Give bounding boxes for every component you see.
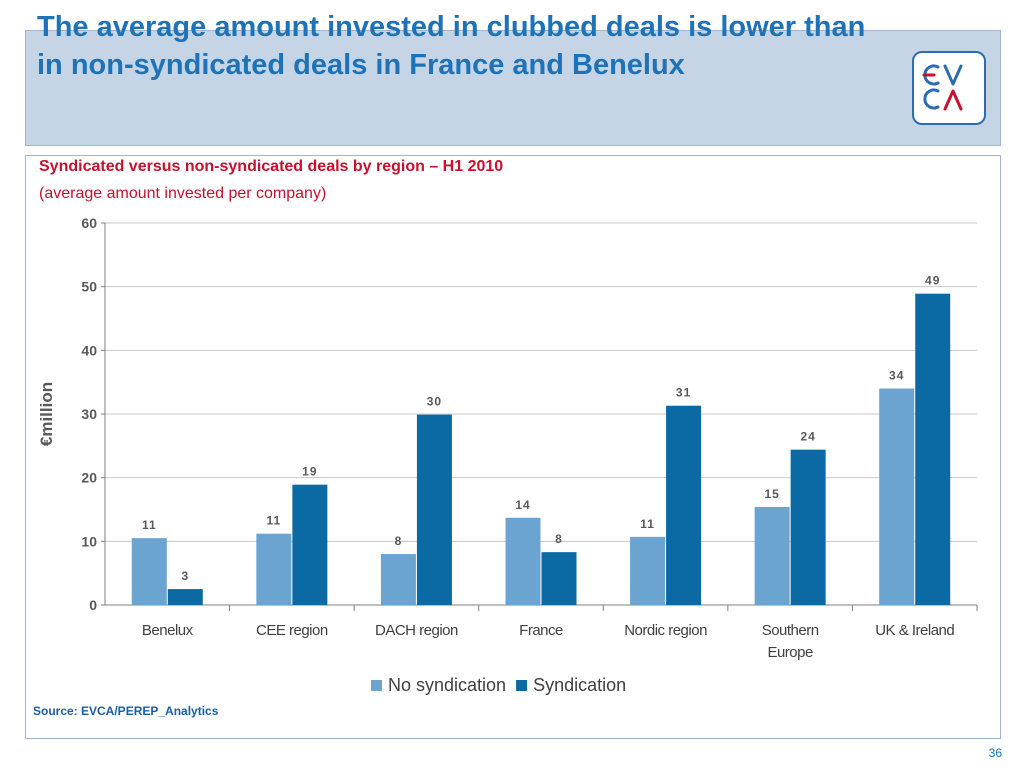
data-label: 11 <box>267 514 282 528</box>
chart-title: Syndicated versus non-syndicated deals b… <box>39 158 504 175</box>
y-tick-label: 20 <box>81 470 97 486</box>
page-number: 36 <box>988 746 1002 760</box>
legend-label: No syndication <box>388 675 506 695</box>
bar-no-syndication <box>380 554 416 605</box>
data-label: 8 <box>555 532 563 546</box>
data-label: 3 <box>181 569 189 583</box>
data-label: 24 <box>800 430 815 444</box>
source-note: Source: EVCA/PEREP_Analytics <box>33 704 219 718</box>
data-label: 49 <box>925 274 940 288</box>
x-tick-label: Benelux <box>142 622 194 639</box>
slide-title: The average amount invested in clubbed d… <box>37 11 866 81</box>
y-tick-label: 30 <box>81 406 97 422</box>
data-label: 15 <box>764 487 779 501</box>
y-tick-label: 0 <box>89 597 97 613</box>
legend-swatch <box>371 680 382 691</box>
legend-swatch <box>516 680 528 691</box>
x-tick-label: Southern <box>762 622 819 639</box>
evca-logo-mark <box>922 64 963 111</box>
x-tick-label: France <box>519 622 563 639</box>
x-tick-label: DACH region <box>375 622 458 639</box>
y-axis-label: €million <box>37 382 56 446</box>
bar-no-syndication <box>754 506 790 605</box>
data-label: 11 <box>142 518 157 532</box>
y-tick-label: 60 <box>81 215 97 231</box>
bar-no-syndication <box>131 538 167 605</box>
y-tick-label: 40 <box>81 342 97 358</box>
bar-no-syndication <box>630 536 666 605</box>
chart-panel <box>25 155 1001 739</box>
bar-syndication <box>915 293 951 605</box>
bar-no-syndication <box>879 388 915 605</box>
bar-no-syndication <box>256 533 292 605</box>
x-tick-label: Nordic region <box>624 622 707 639</box>
data-label: 30 <box>427 395 442 409</box>
y-tick-label: 10 <box>81 533 97 549</box>
y-tick-label: 50 <box>81 279 97 295</box>
data-label: 11 <box>640 517 655 531</box>
bar-syndication <box>541 552 577 605</box>
x-tick-label: UK & Ireland <box>875 622 954 639</box>
legend-label: Syndication <box>533 675 626 695</box>
data-label: 14 <box>515 498 530 512</box>
x-tick-label: CEE region <box>256 622 328 639</box>
chart-subtitle: (average amount invested per company) <box>39 185 327 202</box>
data-label: 19 <box>302 465 317 479</box>
data-label: 8 <box>395 534 403 548</box>
data-label: 34 <box>889 369 904 383</box>
bar-syndication <box>666 405 702 605</box>
data-label: 31 <box>676 386 691 400</box>
x-tick-label: Europe <box>767 644 813 661</box>
header-band <box>25 30 1001 146</box>
evca-logo <box>912 51 986 125</box>
bar-syndication <box>416 414 452 605</box>
bar-syndication <box>292 484 328 605</box>
bar-syndication <box>167 589 203 605</box>
bar-no-syndication <box>505 517 541 605</box>
bar-syndication <box>790 449 826 605</box>
